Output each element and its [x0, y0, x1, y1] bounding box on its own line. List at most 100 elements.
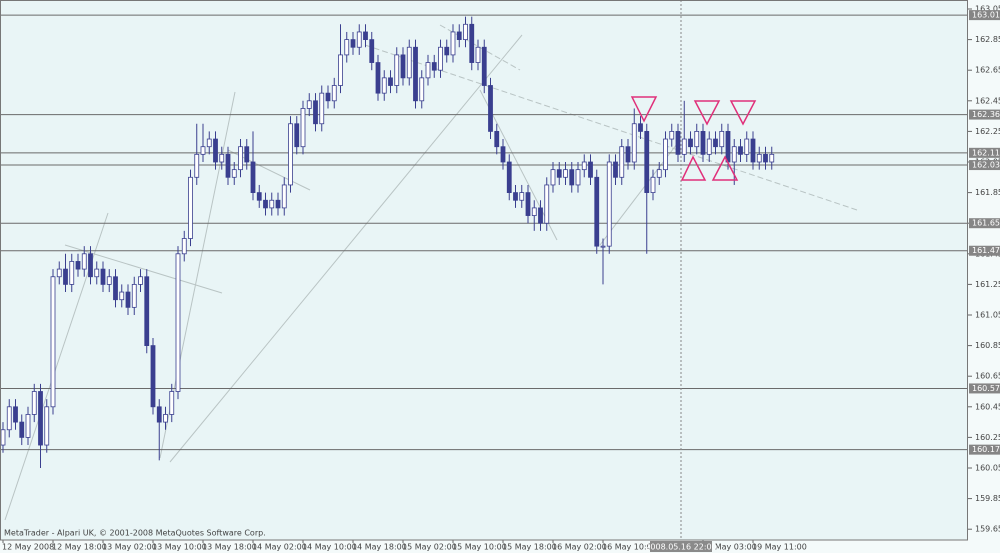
level-label: 163.01 — [972, 11, 1000, 20]
crosshair-box — [650, 541, 712, 552]
candle-body — [138, 276, 143, 285]
candle-body — [619, 146, 625, 178]
candle-body — [363, 31, 368, 41]
x-tick-label: 13 May 02:00 — [102, 543, 157, 552]
candle-body — [194, 153, 200, 178]
candle-body — [556, 169, 562, 178]
candle-body — [225, 153, 231, 178]
candle-body — [88, 253, 93, 278]
candle-body — [144, 276, 150, 346]
candle-body — [294, 123, 300, 148]
candle-body — [256, 192, 262, 201]
candle-body — [156, 406, 162, 423]
candle-body — [213, 138, 218, 163]
trend-line — [364, 44, 858, 211]
x-tick-label: 14 May 10:00 — [302, 543, 357, 552]
candle-body — [244, 146, 250, 163]
candle-body — [331, 85, 337, 102]
candle-body — [181, 238, 187, 255]
trend-line — [169, 34, 523, 463]
candle-body — [575, 169, 581, 186]
candle-body — [113, 276, 118, 301]
candle-body — [413, 46, 418, 102]
y-tick-label: 162.65 — [975, 66, 1000, 75]
candle-body — [56, 268, 62, 278]
candle-body — [63, 268, 68, 285]
candle-body — [275, 199, 281, 209]
x-tick-label: 13 May 10:00 — [152, 543, 207, 552]
candle-body — [381, 77, 387, 94]
candle-body — [481, 46, 487, 86]
candle-body — [494, 130, 500, 148]
candle-body — [519, 192, 525, 201]
candle-body — [756, 153, 762, 163]
level-box — [969, 444, 1000, 455]
level-label: 161.47 — [972, 246, 1000, 255]
y-tick-label: 159.85 — [975, 494, 1000, 503]
candle-body — [544, 184, 550, 224]
level-label: 162.03 — [972, 161, 1000, 170]
candle-body — [638, 123, 643, 132]
x-tick-label: 15 May 10:00 — [452, 543, 507, 552]
candle-body — [531, 207, 537, 216]
candle-body — [25, 414, 31, 438]
candle-body — [394, 54, 400, 86]
candle-body — [169, 391, 175, 415]
candle-body — [581, 161, 587, 171]
candle-body — [613, 161, 618, 178]
candle-body — [500, 146, 506, 163]
candle-body — [188, 176, 193, 239]
candle-body — [725, 130, 731, 163]
candle-body — [744, 138, 750, 155]
y-tick-label: 160.65 — [975, 372, 1000, 381]
candle-body — [700, 130, 706, 155]
triangle-down — [630, 96, 658, 123]
candle-body — [450, 31, 456, 56]
x-tick-label: 19 May 11:00 — [752, 543, 807, 552]
candle-body — [600, 245, 606, 248]
candle-body — [100, 268, 106, 285]
candle-body — [400, 54, 406, 79]
candle-body — [663, 138, 668, 171]
candle-body — [31, 391, 37, 415]
level-label: 160.17 — [972, 445, 1000, 454]
candle-body — [550, 169, 556, 186]
candle-body — [200, 146, 206, 155]
candle-body — [81, 253, 87, 270]
candle-body — [50, 276, 56, 408]
candle-body — [250, 161, 256, 194]
y-tick-label: 161.25 — [975, 280, 1000, 289]
candle-body — [669, 130, 675, 140]
candle-body — [163, 414, 168, 423]
y-tick-label: 160.05 — [975, 464, 1000, 473]
pattern-markers — [630, 96, 757, 181]
x-tick-label: 14 May 02:00 — [252, 543, 307, 552]
candle-body — [538, 207, 543, 224]
candle-body — [288, 123, 293, 186]
candle-body — [13, 406, 18, 423]
candle-body — [506, 161, 512, 194]
candle-body — [269, 199, 275, 209]
candle-body — [456, 31, 462, 41]
x-tick-label: 16 May 02:00 — [552, 543, 607, 552]
level-box — [969, 109, 1000, 120]
candle-body — [219, 153, 225, 163]
candle-body — [719, 130, 725, 148]
candle-body — [19, 421, 25, 438]
candle-body — [231, 169, 237, 178]
candle-body — [75, 261, 81, 270]
candle-body — [131, 283, 137, 308]
candle-body — [738, 146, 743, 155]
candle-body — [444, 46, 450, 56]
candle-body — [356, 31, 362, 48]
candle-body — [694, 130, 700, 148]
candle-body — [388, 77, 393, 86]
candle-body — [263, 199, 268, 209]
candle-body — [475, 46, 481, 63]
y-tick-label: 160.85 — [975, 341, 1000, 350]
x-tick-label: 13 May 18:00 — [202, 543, 257, 552]
x-tick-label: 15 May 18:00 — [502, 543, 557, 552]
candle-body — [681, 138, 687, 155]
